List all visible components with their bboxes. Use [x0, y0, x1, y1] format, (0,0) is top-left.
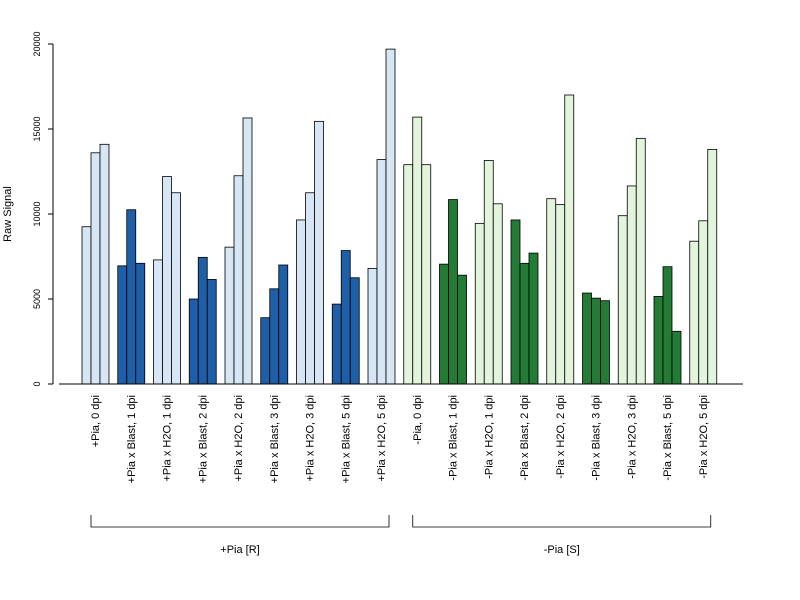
- x-tick-label: +Pia x H2O, 1 dpi: [162, 395, 174, 482]
- bar: [492, 203, 503, 385]
- bar: [617, 215, 628, 385]
- y-tick-label: 0: [32, 381, 42, 386]
- y-axis-label: Raw Signal: [2, 186, 14, 242]
- bar: [591, 297, 601, 385]
- bar: [707, 148, 718, 385]
- x-tick-label: -Pia, 0 dpi: [412, 395, 424, 445]
- x-tick-label: -Pia x Blast, 2 dpi: [519, 395, 531, 481]
- bar: [671, 330, 682, 385]
- bar: [412, 116, 423, 385]
- x-tick-label: +Pia x Blast, 2 dpi: [197, 395, 209, 483]
- bar: [626, 185, 637, 385]
- bar: [153, 259, 163, 385]
- bar: [510, 219, 521, 385]
- y-tick-label: 5000: [32, 289, 42, 309]
- bar: [99, 143, 110, 385]
- bar: [582, 292, 592, 385]
- bar: [349, 277, 360, 385]
- bar: [528, 252, 539, 385]
- bar: [260, 317, 271, 385]
- bar: [305, 192, 315, 385]
- x-tick-label: -Pia x H2O, 5 dpi: [698, 395, 710, 479]
- bar: [600, 300, 610, 385]
- bar: [117, 265, 128, 385]
- group-bracket: [90, 515, 390, 528]
- group-bracket-label: +Pia [R]: [220, 544, 259, 556]
- bar: [448, 199, 458, 385]
- bar: [90, 152, 101, 385]
- x-tick-label: +Pia x Blast, 1 dpi: [126, 395, 138, 483]
- group-bracket: [412, 515, 712, 528]
- bar: [403, 164, 414, 385]
- x-tick-label: +Pia x Blast, 5 dpi: [340, 395, 352, 483]
- bar: [519, 262, 530, 385]
- bar: [135, 262, 146, 385]
- bar: [296, 219, 306, 385]
- bar: [367, 267, 378, 385]
- bar: [224, 246, 235, 385]
- bar: [376, 159, 387, 385]
- bar: [555, 204, 566, 385]
- bar: [233, 175, 244, 385]
- bar: [81, 226, 92, 385]
- x-tick-label: -Pia x H2O, 2 dpi: [555, 395, 567, 479]
- bar: [439, 263, 449, 385]
- bar: [689, 240, 700, 385]
- bar: [206, 279, 217, 385]
- y-axis: 0 5000 10000 15000 20000: [32, 31, 54, 387]
- x-tick-label: +Pia x H2O, 2 dpi: [233, 395, 245, 482]
- bar: [421, 164, 432, 385]
- bar: [564, 94, 575, 385]
- bar: [457, 274, 467, 385]
- bar: [653, 296, 664, 385]
- x-tick-labels: +Pia, 0 dpi +Pia x Blast, 1 dpi +Pia x H2O…: [90, 395, 710, 483]
- bars: [81, 48, 718, 385]
- y-tick-label: 10000: [32, 201, 42, 226]
- bar: [662, 266, 673, 385]
- bar: [188, 298, 199, 385]
- x-tick-label: -Pia x Blast, 5 dpi: [662, 395, 674, 481]
- x-tick-label: +Pia x H2O, 3 dpi: [305, 395, 317, 482]
- bar: [546, 198, 557, 385]
- group-bracket-label: -Pia [S]: [544, 544, 580, 556]
- bar: [162, 176, 172, 385]
- bar: [698, 220, 709, 385]
- bar: [474, 222, 485, 385]
- bar: [171, 192, 181, 385]
- bar: [483, 160, 494, 385]
- x-tick-label: +Pia, 0 dpi: [90, 395, 102, 447]
- group-brackets: +Pia [R] -Pia [S]: [90, 515, 712, 556]
- bar: [278, 264, 289, 385]
- x-tick-label: -Pia x Blast, 3 dpi: [591, 395, 603, 481]
- x-tick-label: +Pia x Blast, 3 dpi: [269, 395, 281, 483]
- bar: [340, 250, 351, 385]
- x-tick-label: -Pia x H2O, 1 dpi: [483, 395, 495, 479]
- x-tick-label: +Pia x H2O, 5 dpi: [376, 395, 388, 482]
- bar: [126, 209, 137, 385]
- bar: [331, 303, 342, 385]
- y-tick-label: 15000: [32, 116, 42, 141]
- bar: [197, 256, 208, 385]
- bar: [635, 137, 646, 385]
- bar: [269, 288, 280, 385]
- x-tick-label: -Pia x H2O, 3 dpi: [626, 395, 638, 479]
- bar: [385, 48, 396, 385]
- bar: [242, 117, 253, 385]
- x-tick-label: -Pia x Blast, 1 dpi: [448, 395, 460, 481]
- y-tick-label: 20000: [32, 31, 42, 56]
- bar: [314, 120, 324, 385]
